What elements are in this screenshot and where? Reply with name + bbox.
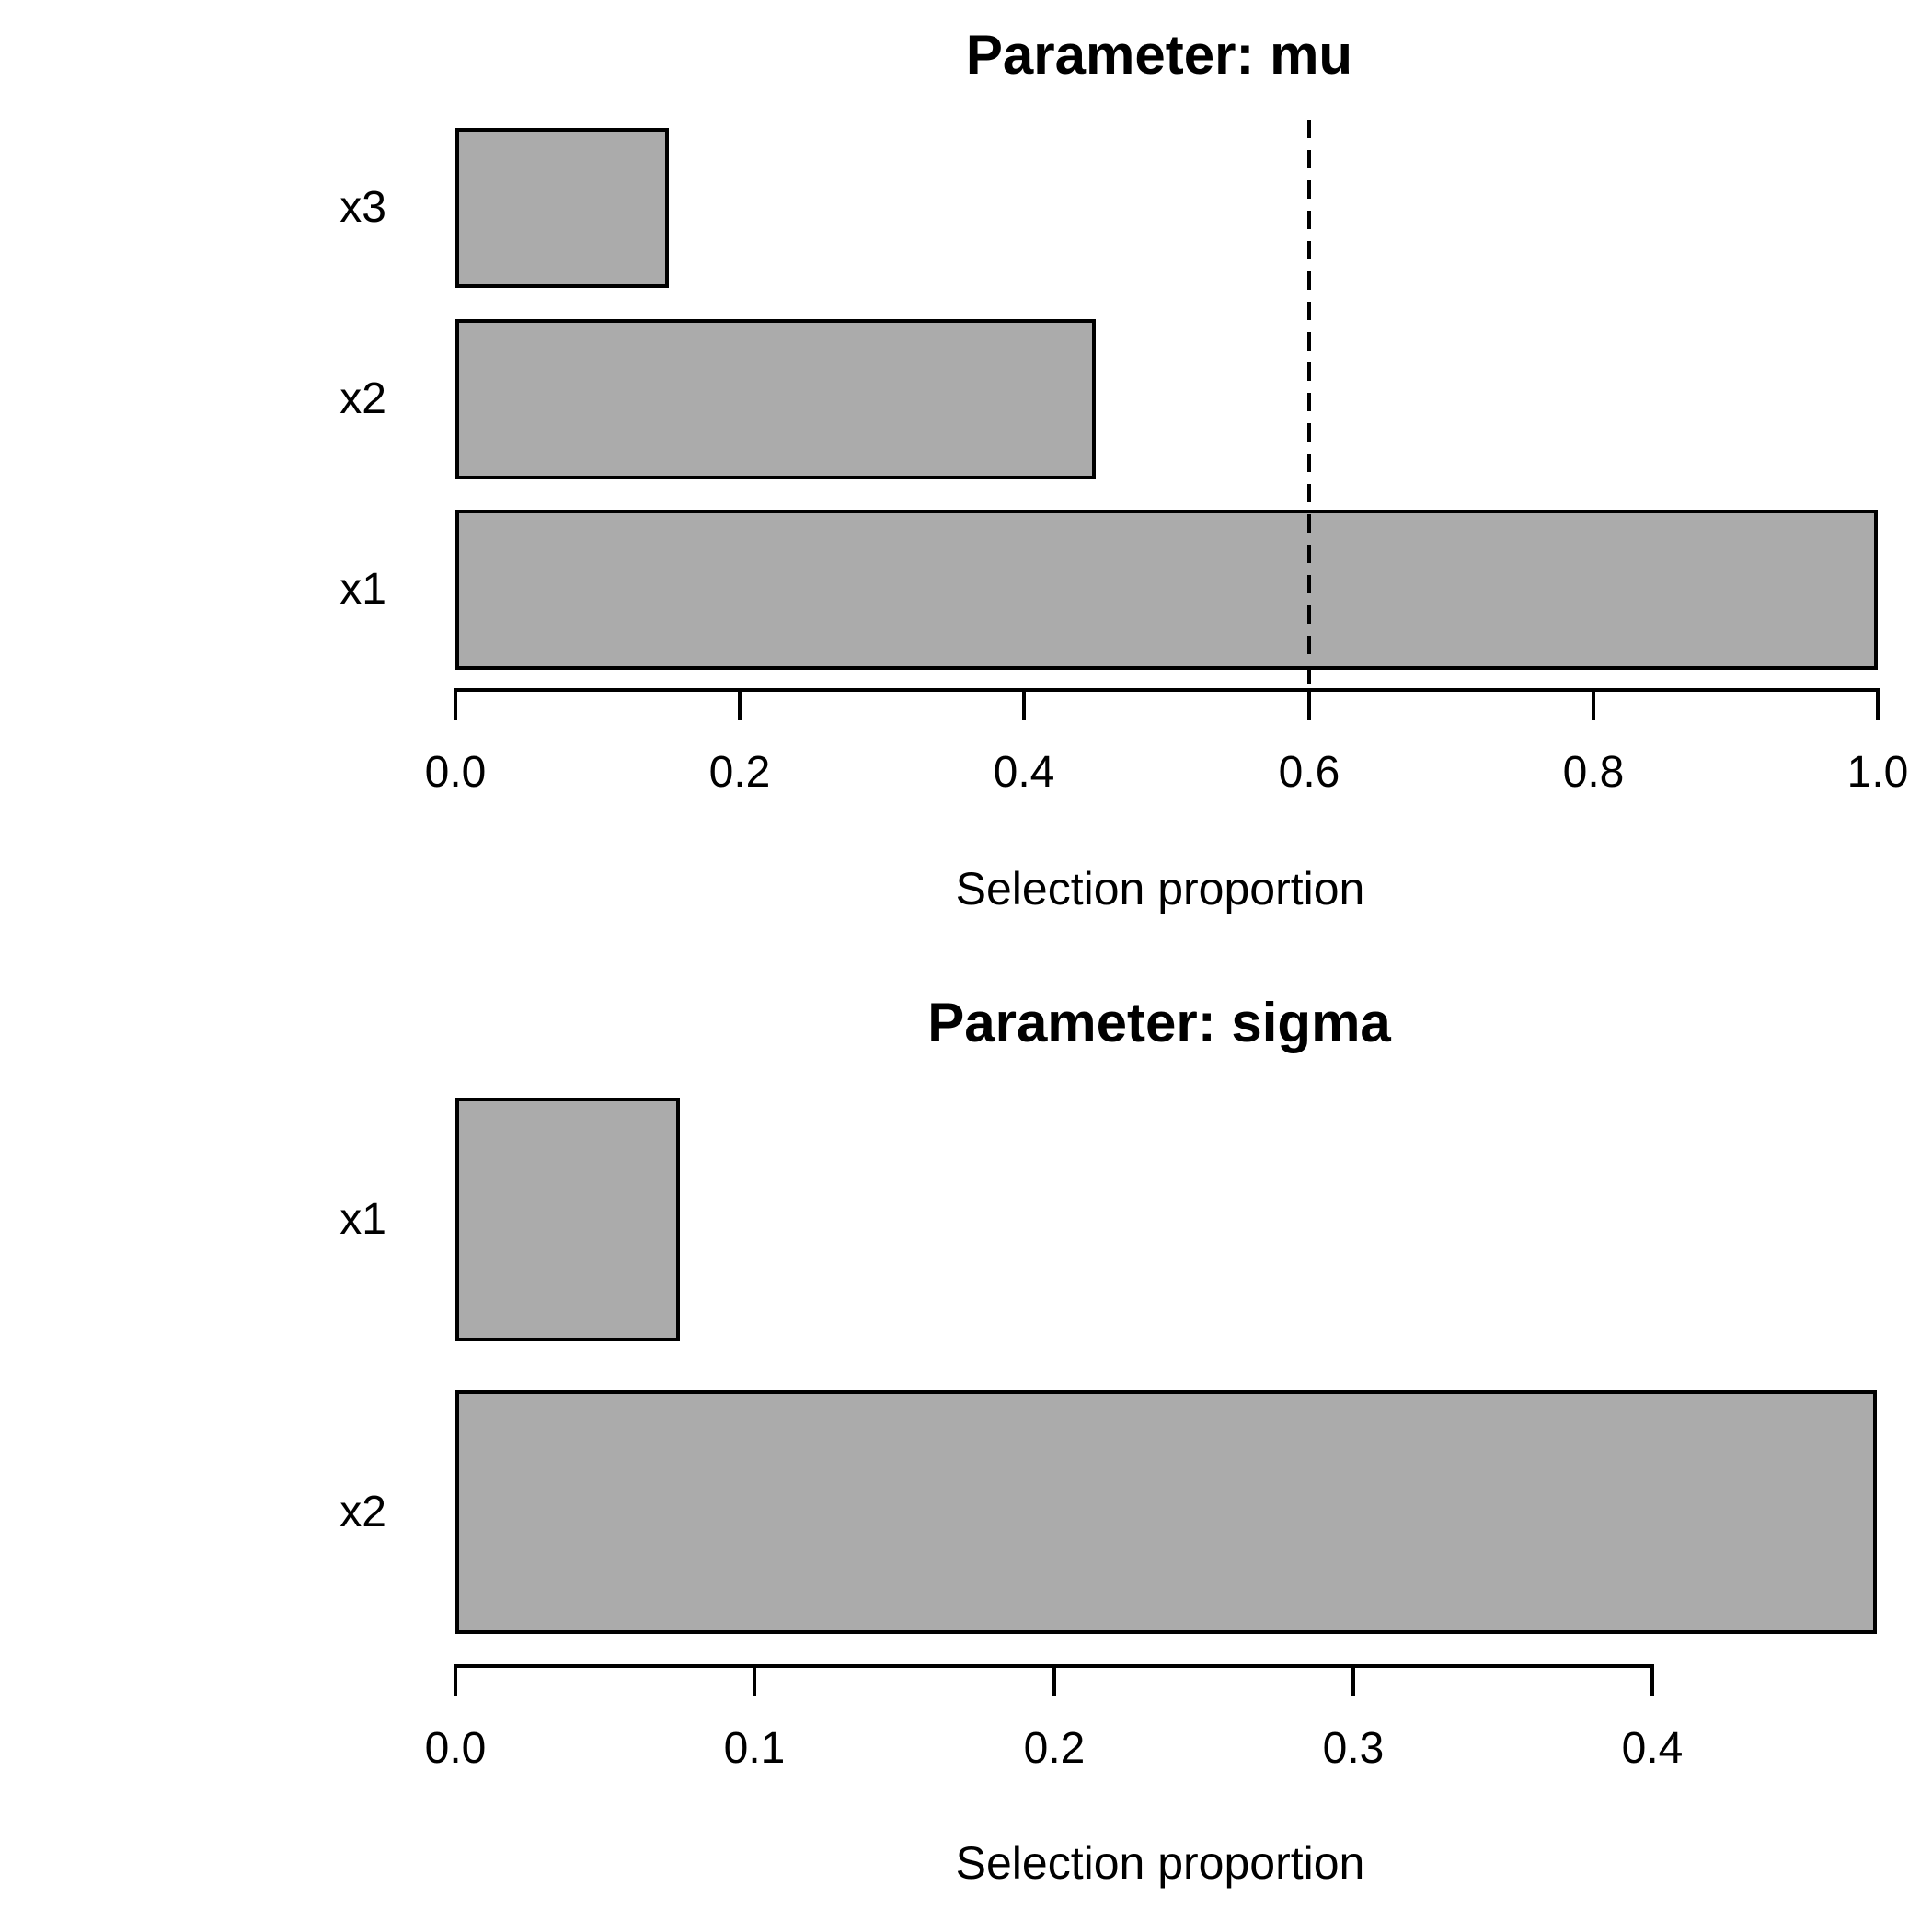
x-axis-tick <box>1650 1666 1654 1696</box>
x-axis-tick <box>1351 1666 1355 1696</box>
bar-x3 <box>455 128 669 288</box>
x-axis-tick <box>1592 690 1595 720</box>
category-label: x1 <box>339 565 386 614</box>
x-tick-label: 1.0 <box>1846 748 1909 797</box>
x-tick-label: 0.0 <box>424 748 487 797</box>
chart-title-mu: Parameter: mu <box>965 24 1353 86</box>
bar-x1 <box>455 510 1878 670</box>
bar-x1 <box>455 1098 680 1341</box>
category-label: x3 <box>339 183 386 232</box>
bar-x2 <box>455 319 1096 479</box>
x-axis-tick <box>454 1666 457 1696</box>
x-axis-tick <box>454 690 457 720</box>
x-tick-label: 0.6 <box>1278 748 1340 797</box>
category-label: x2 <box>339 374 386 423</box>
x-axis-tick <box>1052 1666 1056 1696</box>
x-tick-label: 0.4 <box>993 748 1055 797</box>
x-tick-label: 0.8 <box>1562 748 1625 797</box>
bar-x2 <box>455 1390 1877 1634</box>
x-axis-label-sigma: Selection proportion <box>955 1837 1365 1889</box>
chart-title-sigma: Parameter: sigma <box>927 992 1391 1053</box>
category-label: x1 <box>339 1195 386 1244</box>
x-axis-tick <box>1307 690 1311 720</box>
x-tick-label: 0.0 <box>424 1724 487 1773</box>
x-tick-label: 0.2 <box>708 748 771 797</box>
x-tick-label: 0.4 <box>1621 1724 1684 1773</box>
reference-line-dashed <box>1307 120 1311 690</box>
x-tick-label: 0.1 <box>723 1724 786 1773</box>
x-tick-label: 0.2 <box>1023 1724 1086 1773</box>
x-axis-tick <box>753 1666 756 1696</box>
x-axis-tick <box>738 690 742 720</box>
x-axis-tick <box>1022 690 1026 720</box>
x-axis-line <box>454 688 1880 692</box>
x-axis-tick <box>1876 690 1880 720</box>
category-label: x2 <box>339 1488 386 1536</box>
x-axis-label-mu: Selection proportion <box>955 863 1365 914</box>
x-tick-label: 0.3 <box>1322 1724 1385 1773</box>
